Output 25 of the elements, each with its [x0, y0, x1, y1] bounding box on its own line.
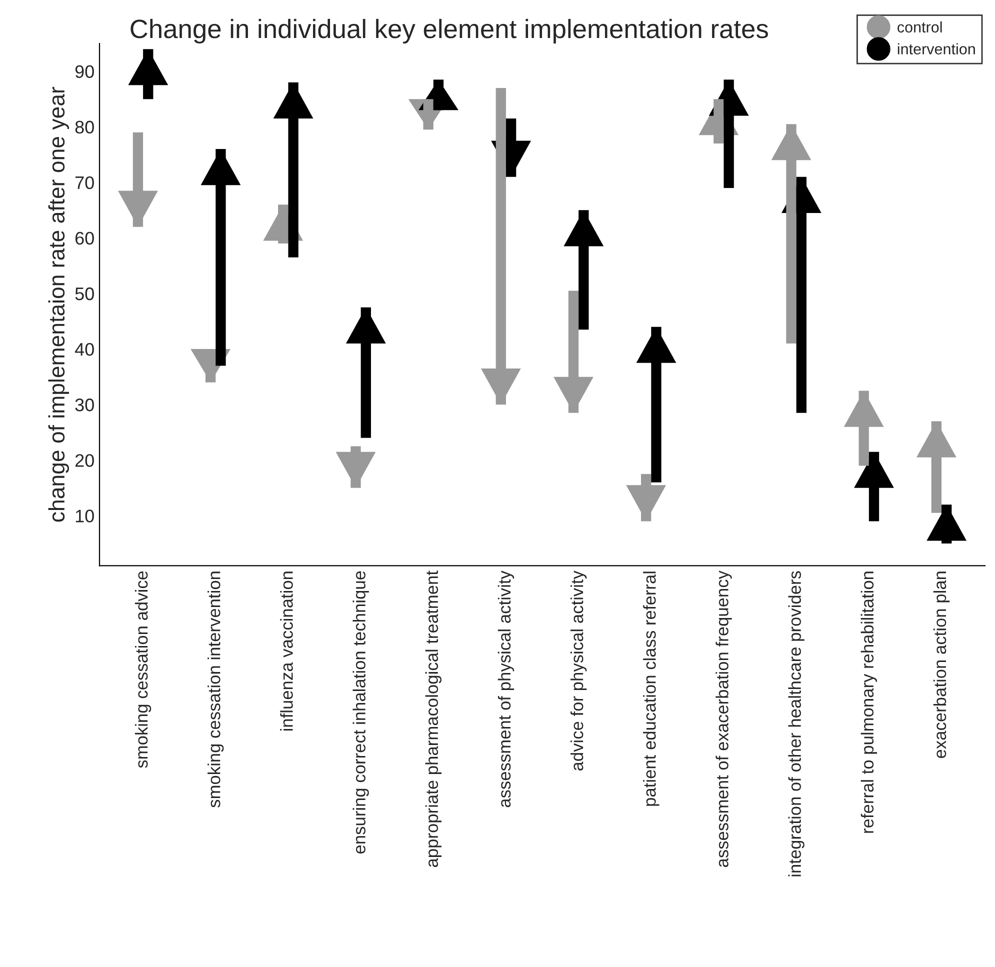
x-tick-label: smoking cessation intervention: [208, 572, 224, 808]
x-tick-label: appropriate pharmacological treatment: [425, 570, 442, 868]
legend-label: intervention: [898, 43, 975, 54]
x-tick-label: integration of other healthcare providers: [788, 571, 804, 876]
x-tick-label: influenza vaccination: [280, 572, 293, 731]
y-tick-label: 40: [74, 342, 94, 356]
chart-title: Change in individual key element implementation rates: [130, 18, 768, 44]
x-tick-label: assessment of physical activity: [498, 570, 514, 808]
x-tick-label: smoking cessation advice: [134, 571, 152, 768]
y-tick-label: 90: [75, 65, 94, 78]
x-tick-label: referral to pulmonary rehabilitation: [860, 572, 878, 833]
y-tick-label: 50: [75, 287, 94, 300]
y-axis-title: change of implementaion rate after one year: [48, 86, 69, 522]
x-tick-label: exacerbation action plan: [933, 572, 950, 758]
y-tick-label: 30: [75, 398, 94, 412]
y-tick-label: 70: [75, 176, 94, 190]
y-tick-label: 20: [75, 454, 94, 467]
x-tick-label: patient education class referral: [643, 572, 660, 806]
x-tick-label: ensuring correct inhalation technique: [352, 571, 369, 854]
y-tick-label: 10: [76, 510, 94, 522]
legend-label: control: [898, 21, 942, 33]
x-tick-label: advice for physical activity: [570, 570, 587, 771]
y-tick-label: 60: [75, 232, 94, 245]
y-tick-label: 80: [75, 120, 94, 134]
x-tick-label: assessment of exacerbation frequency: [716, 570, 732, 868]
